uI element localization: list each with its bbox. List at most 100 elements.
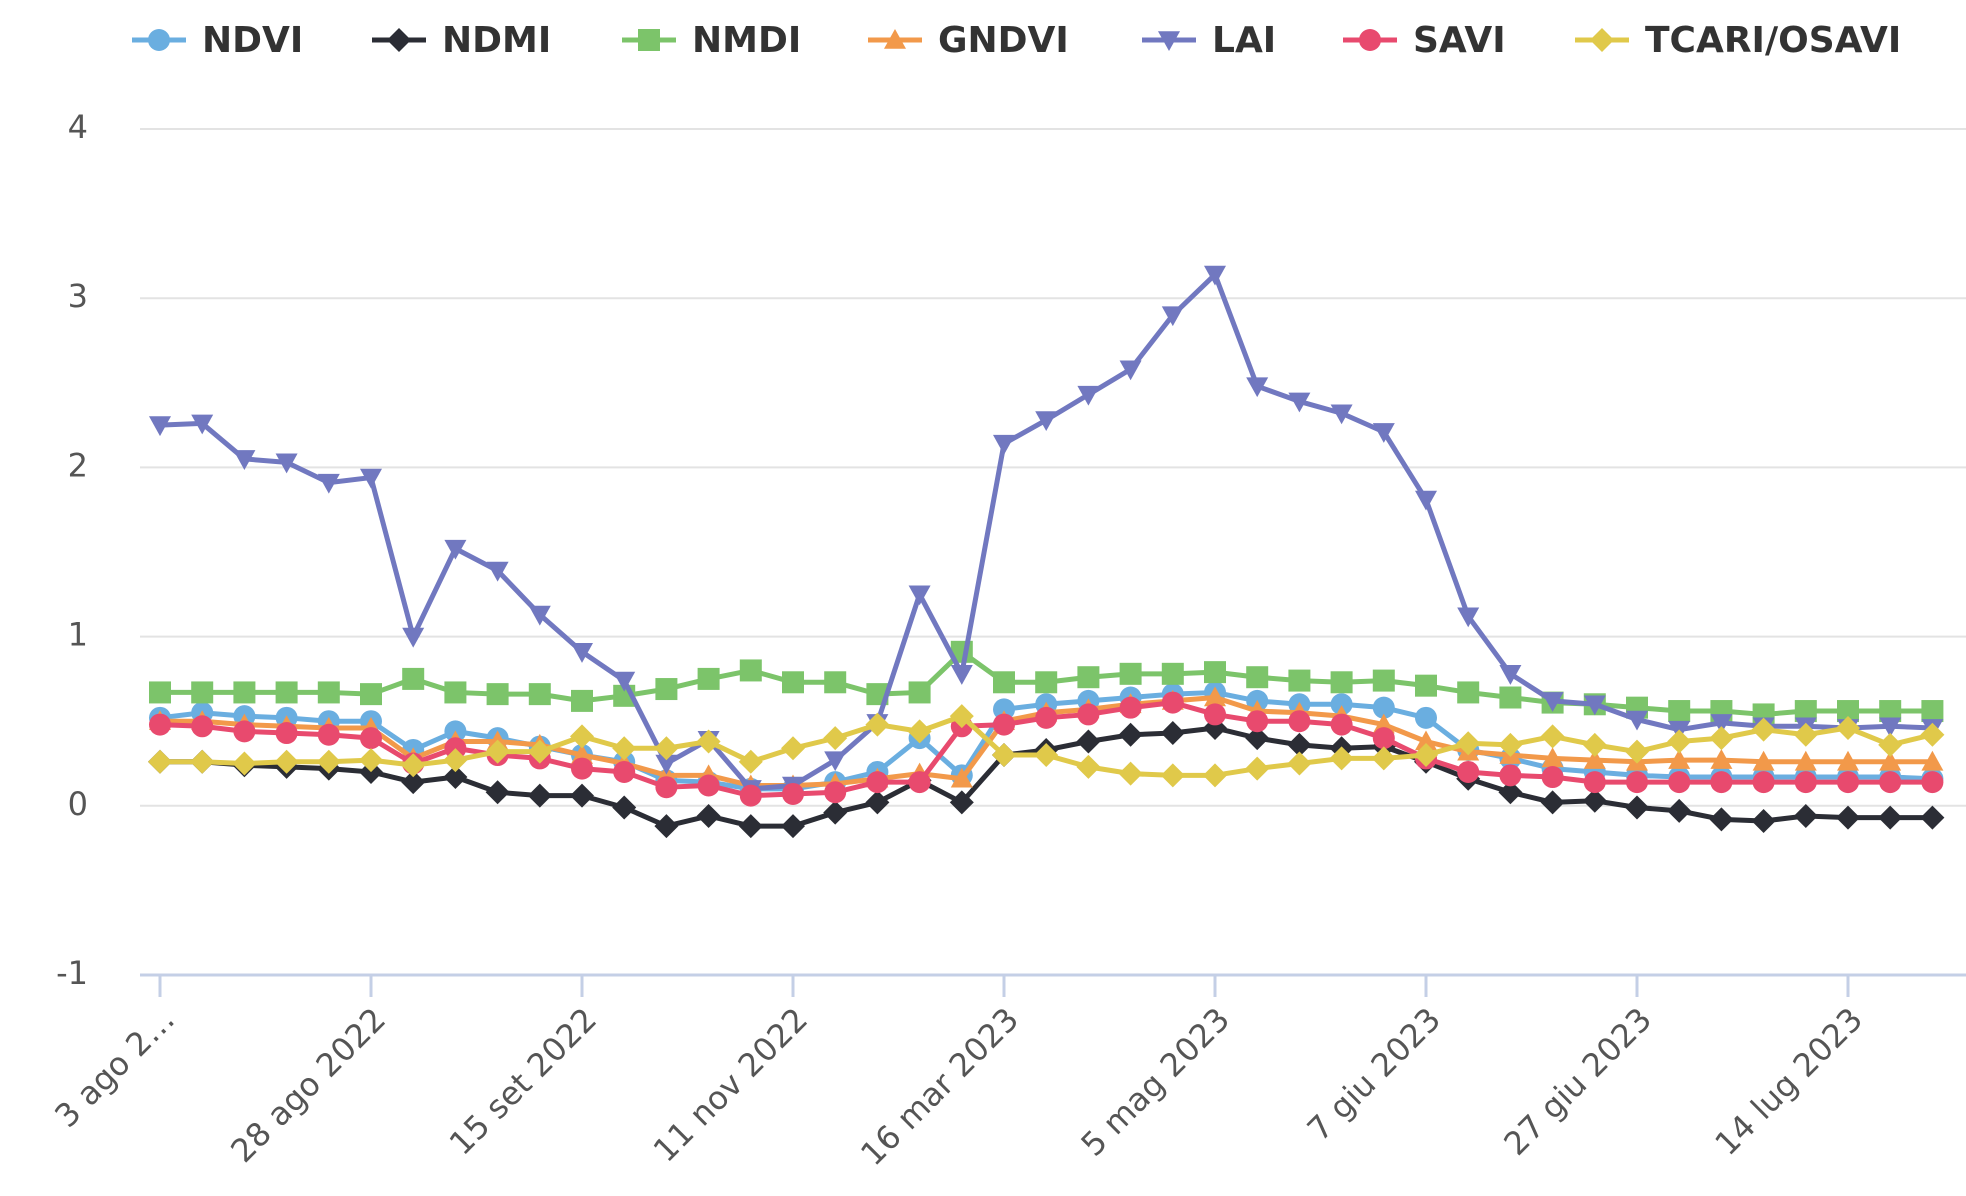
point-marker — [275, 722, 298, 745]
point-marker — [1204, 686, 1226, 707]
x-tick-label: 11 nov 2022 — [646, 1000, 815, 1169]
point-marker — [402, 627, 425, 648]
point-marker — [1287, 732, 1312, 757]
point-marker — [1879, 771, 1902, 794]
y-tick-label: 2 — [68, 446, 88, 484]
point-marker — [1415, 706, 1437, 729]
point-marker — [865, 790, 890, 815]
point-marker — [149, 713, 171, 736]
point-marker — [1161, 662, 1184, 685]
point-marker — [1246, 377, 1269, 398]
point-marker — [781, 736, 805, 761]
series — [148, 704, 1945, 788]
point-marker — [360, 683, 382, 706]
point-marker — [232, 751, 257, 776]
legend-label: SAVI — [1413, 20, 1506, 61]
point-marker — [1372, 696, 1395, 719]
point-marker — [233, 720, 256, 743]
point-marker — [1246, 666, 1269, 689]
point-marker — [486, 683, 509, 706]
point-marker — [317, 681, 340, 704]
point-marker — [654, 736, 679, 761]
point-marker — [823, 726, 848, 751]
point-marker — [993, 671, 1015, 694]
point-marker — [1710, 749, 1733, 769]
point-marker — [950, 767, 973, 788]
point-marker — [1667, 798, 1692, 823]
legend-label: NDMI — [442, 20, 551, 61]
point-marker — [1330, 693, 1353, 716]
point-marker — [570, 783, 594, 808]
point-marker — [1837, 700, 1859, 723]
point-marker — [1160, 721, 1185, 746]
point-marker — [739, 659, 762, 682]
point-marker — [360, 468, 382, 489]
point-marker — [1668, 771, 1691, 794]
point-marker — [233, 681, 256, 704]
point-marker — [993, 434, 1015, 455]
point-marker — [1626, 710, 1648, 731]
point-marker — [1415, 730, 1437, 751]
point-marker — [1415, 490, 1437, 511]
point-marker — [908, 585, 931, 606]
legend-label: GNDVI — [938, 20, 1069, 61]
point-marker — [1582, 732, 1607, 757]
point-marker — [1794, 750, 1817, 771]
point-marker — [1035, 671, 1058, 694]
point-marker — [1499, 686, 1522, 709]
point-marker — [1456, 731, 1481, 756]
point-marker — [1372, 669, 1395, 692]
point-marker — [528, 683, 551, 706]
point-marker — [1498, 780, 1523, 805]
point-marker — [401, 753, 426, 778]
point-marker — [655, 754, 678, 775]
point-marker — [360, 727, 382, 750]
point-marker — [191, 681, 214, 704]
point-marker — [1582, 788, 1607, 813]
point-marker — [402, 667, 425, 690]
point-marker — [1077, 703, 1100, 726]
point-marker — [866, 771, 889, 794]
point-marker — [1836, 715, 1860, 740]
point-marker — [697, 667, 720, 690]
x-tick-label: 16 mar 2023 — [853, 1000, 1026, 1173]
x-tick-label: 15 set 2022 — [442, 1000, 604, 1162]
point-marker — [655, 776, 678, 799]
point-marker — [1076, 754, 1101, 779]
point-marker — [190, 749, 215, 774]
point-marker — [571, 757, 593, 780]
point-marker — [1245, 726, 1270, 751]
point-marker — [782, 782, 804, 805]
point-marker — [1751, 809, 1776, 834]
point-marker — [1034, 743, 1059, 768]
point-marker — [401, 770, 426, 795]
point-marker — [949, 790, 974, 815]
point-marker — [149, 681, 171, 704]
point-marker — [1836, 805, 1860, 830]
point-marker — [1288, 710, 1311, 733]
point-marker — [1457, 760, 1480, 783]
y-tick-label: 0 — [68, 785, 88, 823]
point-marker — [1752, 750, 1775, 771]
point-marker — [1751, 717, 1776, 742]
legend-label: NDVI — [202, 20, 303, 61]
point-marker — [1415, 674, 1437, 697]
legend-marker — [387, 28, 411, 52]
x-tick-label: 3 ago 2… — [47, 1000, 182, 1135]
point-marker — [655, 678, 678, 701]
point-marker — [1541, 692, 1564, 712]
legend-label: TCARI/OSAVI — [1645, 20, 1901, 61]
point-marker — [738, 749, 763, 774]
legend-item: NMDI — [622, 20, 801, 61]
point-marker — [1625, 795, 1649, 820]
point-marker — [696, 803, 721, 828]
point-marker — [1288, 669, 1311, 692]
x-tick-label: 27 giu 2023 — [1496, 1000, 1659, 1163]
legend-item: GNDVI — [868, 20, 1069, 61]
point-marker — [191, 715, 214, 738]
point-marker — [992, 743, 1016, 768]
point-marker — [191, 414, 214, 435]
point-marker — [1371, 746, 1396, 771]
point-marker — [1414, 743, 1438, 768]
point-marker — [571, 689, 593, 712]
